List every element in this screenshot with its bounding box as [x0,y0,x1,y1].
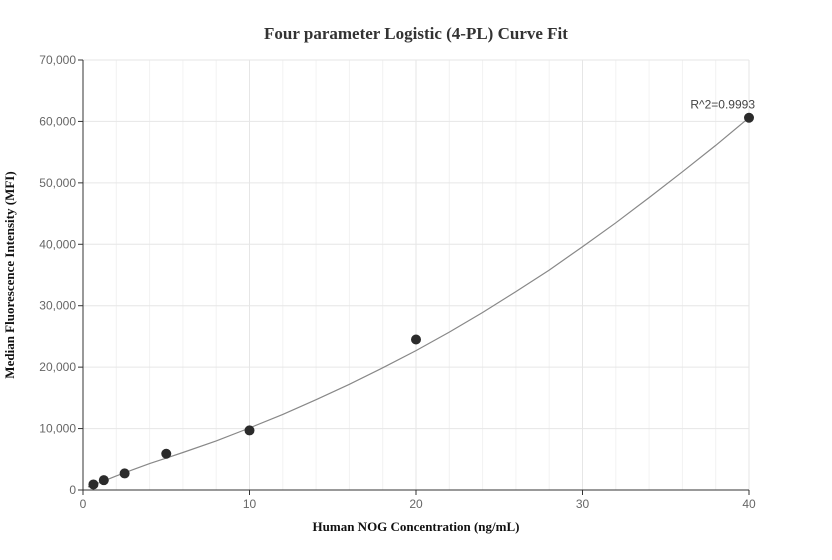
y-tick-label: 60,000 [39,114,76,128]
x-axis-label: Human NOG Concentration (ng/mL) [313,519,520,534]
fit-curve-line [87,117,750,488]
x-tick-label: 40 [742,497,756,511]
y-tick-label: 40,000 [39,237,76,251]
fit-curve-layer [87,117,750,488]
x-tick-label: 20 [409,497,423,511]
data-point [98,475,109,486]
data-points [88,112,754,490]
y-tick-label: 30,000 [39,299,76,313]
chart-title: Four parameter Logistic (4-PL) Curve Fit [264,24,568,43]
data-point [119,468,130,479]
x-tick-label: 10 [243,497,257,511]
y-tick-label: 0 [69,483,76,497]
r-squared-annotation: R^2=0.9993 [690,98,755,112]
data-point [161,448,172,459]
data-point [244,425,255,436]
data-point [411,334,421,345]
y-tick-label: 50,000 [39,176,76,190]
y-tick-label: 10,000 [39,422,76,436]
data-point [744,112,754,123]
y-tick-label: 20,000 [39,360,76,374]
x-tick-label: 30 [576,497,590,511]
grid [83,59,750,490]
y-axis-label: Median Fluorescence Intensity (MFI) [2,171,17,378]
x-tick-label: 0 [80,497,87,511]
axes: 0 10 20 30 40 0 10,000 20,000 30,000 40,000 50,000… [39,53,756,511]
data-point [88,479,99,490]
y-tick-label: 70,000 [39,53,76,67]
annotations: R^2=0.9993 [690,98,755,112]
